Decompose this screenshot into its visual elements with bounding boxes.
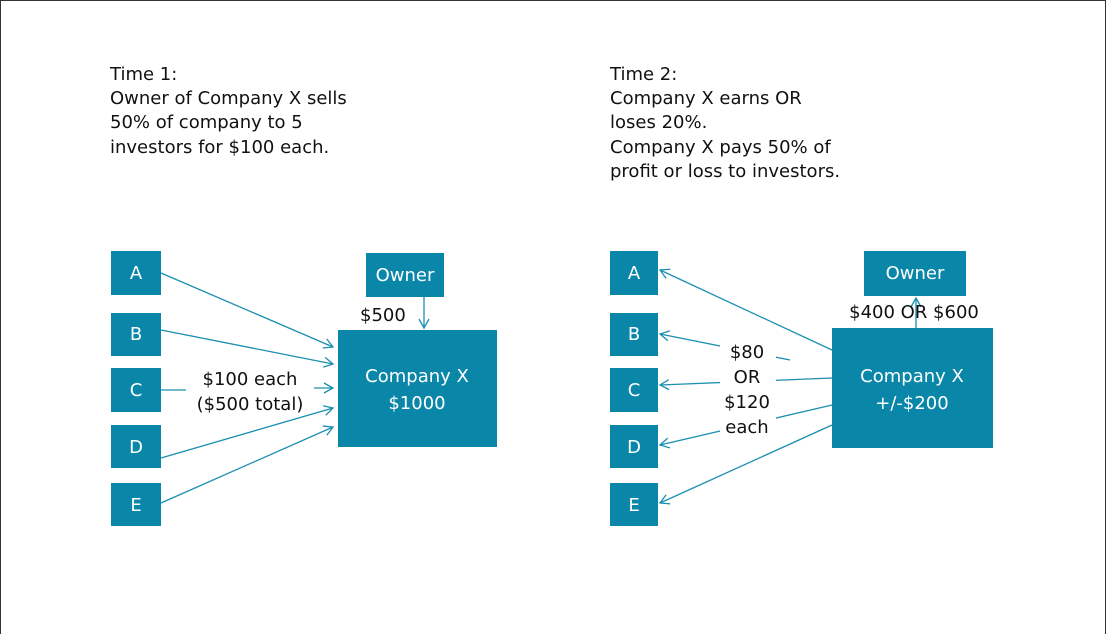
arrow (658, 424, 833, 505)
arrow (160, 272, 335, 349)
company-label: Company X (860, 366, 964, 387)
company-label: Company X (365, 366, 469, 387)
description-line: Company X pays 50% of (610, 137, 831, 158)
investor-label: C (628, 380, 641, 401)
investor-box (111, 368, 161, 412)
owner-box (366, 253, 444, 297)
investor-flow: OR (734, 367, 761, 388)
company-box (338, 330, 497, 447)
investor-label: B (628, 324, 640, 345)
owner-flow: $500 (360, 305, 406, 326)
investor-box (111, 483, 161, 526)
investor-flow: $100 each (203, 369, 298, 390)
owner-flow: $400 OR $600 (849, 302, 979, 323)
investor-box (610, 483, 658, 526)
investor-box (111, 251, 161, 295)
investor-box (111, 313, 161, 356)
owner-label: Owner (886, 263, 945, 284)
arrow (160, 405, 335, 459)
label-backdrop (720, 338, 776, 440)
description-line: Owner of Company X sells (110, 88, 347, 109)
investor-box (610, 251, 658, 295)
investor-label: A (628, 263, 641, 284)
investor-box (610, 425, 658, 468)
heading: Time 2: (609, 64, 677, 85)
investor-box (111, 425, 161, 468)
investor-flow: $120 (724, 392, 770, 413)
panel-time-2: Time 2: Company X earns OR loses 20%. Co… (609, 64, 993, 526)
arrow (160, 329, 335, 368)
investor-label: E (628, 495, 639, 516)
investor-label: A (130, 263, 143, 284)
description-line: 50% of company to 5 (110, 112, 303, 133)
heading: Time 1: (109, 64, 177, 85)
description-line: loses 20%. (610, 112, 707, 133)
investor-label: D (627, 437, 641, 458)
description-line: Company X earns OR (610, 88, 802, 109)
investor-label: D (129, 437, 143, 458)
company-value: $1000 (388, 393, 445, 414)
owner-label: Owner (376, 265, 435, 286)
description-line: profit or loss to investors. (610, 161, 840, 182)
description-line: investors for $100 each. (110, 137, 329, 158)
investor-label: B (130, 324, 142, 345)
investor-box (610, 313, 658, 356)
investor-flow: $80 (730, 342, 764, 363)
arrow (658, 268, 833, 351)
panel-time-1: Time 1: Owner of Company X sells 50% of … (109, 64, 497, 526)
investor-label: E (130, 495, 141, 516)
company-value: +/-$200 (875, 393, 948, 414)
arrow (160, 425, 335, 504)
investor-label: C (130, 380, 143, 401)
investor-flow: each (725, 417, 768, 438)
company-box (832, 328, 993, 448)
investor-flow: ($500 total) (197, 394, 304, 415)
investor-box (610, 368, 658, 412)
owner-box (864, 251, 966, 296)
